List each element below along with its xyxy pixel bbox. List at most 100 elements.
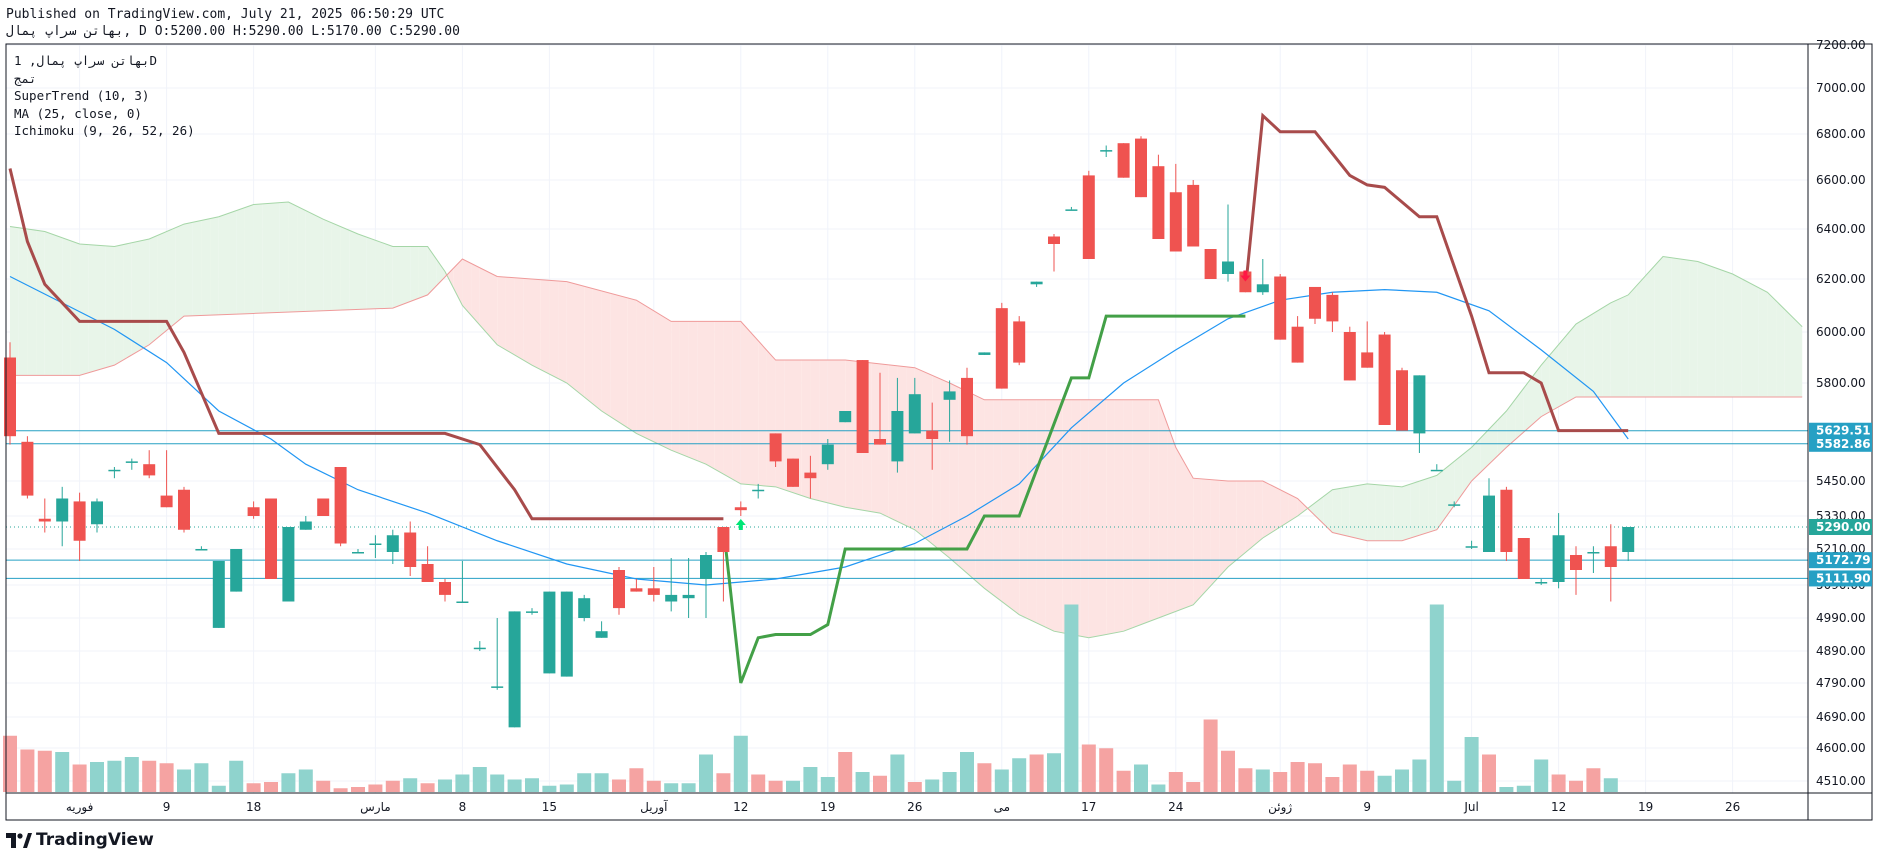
cloud-segment [1149, 399, 1159, 622]
legend-symbol[interactable]: بهاتن سراپ پمال, 1D [14, 53, 157, 68]
time-tick-label: می [994, 800, 1010, 814]
candle-body [178, 489, 190, 530]
cloud-segment [1262, 481, 1272, 538]
cloud-segment [149, 235, 158, 345]
cloud-segment [271, 202, 280, 313]
cloud-segment [923, 371, 933, 544]
volume-bar [1447, 780, 1462, 792]
cloud-segment [1671, 257, 1681, 397]
tradingview-logo[interactable]: TradingView [6, 830, 154, 850]
cloud-segment [1219, 480, 1228, 576]
cloud-segment [210, 216, 219, 316]
cloud-segment [114, 244, 124, 366]
cloud-segment [514, 277, 524, 361]
candle-body [1135, 138, 1147, 198]
price-tag-label: 5290.00 [1816, 520, 1871, 534]
volume-bar [960, 752, 974, 792]
cloud-segment [1610, 298, 1620, 397]
cloud-segment [445, 267, 454, 289]
cloud-segment [914, 367, 924, 537]
time-axis: فوریه 9 18 مارس 8 15 آوریل 12 19 26 می 17 24 ژوئن 9 Jul… [66, 799, 1740, 815]
cloud-segment [192, 220, 202, 316]
volume-bar [1603, 778, 1618, 792]
legend-indicator-ma[interactable]: MA (25, close, 0) [14, 105, 142, 121]
volume-bar [1569, 780, 1583, 792]
price-tick-label: 6400.00 [1816, 222, 1866, 236]
ohlc-line: بهاتن سراپ پمال, D O:5200.00 H:5290.00 L… [6, 24, 460, 39]
cloud-segment [1280, 489, 1289, 527]
cloud-segment [1584, 313, 1594, 397]
candle-body [439, 582, 451, 595]
cloud-segment [236, 207, 245, 315]
cloud-segment [1706, 264, 1716, 397]
cloud-segment [1106, 399, 1115, 635]
price-chart[interactable]: 4510.00 4600.00 4690.00 4790.00 4890.00 4990.… [0, 0, 1878, 828]
cloud-segment [1114, 399, 1124, 633]
cloud-segment [105, 245, 115, 368]
cloud-segment [775, 360, 785, 490]
candle-body [647, 588, 660, 595]
volume-bar [1516, 785, 1531, 792]
cloud-segment [1454, 454, 1463, 506]
cloud-segment [166, 227, 176, 331]
cloud-segment [1402, 483, 1411, 541]
cloud-segment [1097, 399, 1107, 637]
candle-body [682, 594, 695, 599]
legend-indicator-ichimoku[interactable]: Ichimoku (9, 26, 52, 26) [14, 123, 195, 138]
cloud-segment [1523, 375, 1533, 432]
cloud-segment [706, 321, 715, 470]
legend-exchange: تمج [14, 70, 37, 86]
candle-body [212, 561, 225, 628]
volume-bar [664, 783, 679, 792]
supertrend-down-1 [8, 168, 724, 521]
cloud-segment [1027, 399, 1037, 623]
price-tag-label: 5172.79 [1816, 553, 1871, 567]
cloud-segment [497, 276, 506, 350]
volume-bar [1377, 775, 1392, 792]
volume-bar [281, 773, 296, 792]
cloud-segment [1184, 462, 1194, 609]
cloud-segment [940, 379, 950, 558]
price-tick-label: 7200.00 [1816, 38, 1866, 52]
candle-body [543, 591, 556, 674]
cloud-segment [1750, 282, 1759, 397]
cloud-segment [723, 321, 733, 479]
candle-body [1552, 535, 1565, 582]
candle-body [125, 461, 138, 463]
volume-bar [420, 783, 435, 792]
cloud-segment [401, 246, 411, 305]
candle-body [1256, 284, 1269, 293]
candle-body [734, 507, 747, 511]
candle-body [839, 411, 852, 423]
candle-body [1448, 504, 1461, 506]
candle-body [1326, 294, 1339, 322]
volume-bar [1116, 770, 1131, 792]
candle-body [526, 611, 538, 613]
cloud-segment [662, 316, 672, 451]
cloud-segment [697, 321, 706, 465]
cloud-segment [1680, 259, 1690, 397]
volume-bar [559, 784, 574, 792]
candle-body [247, 507, 260, 516]
candle-body [630, 588, 643, 592]
cloud-segment [523, 278, 532, 366]
cloud-segment [97, 245, 106, 371]
candle-body [752, 489, 765, 492]
candle-body [230, 549, 243, 592]
volume-bar [1029, 754, 1044, 792]
supertrend-down-2 [1243, 112, 1629, 433]
candle-body [1100, 150, 1113, 152]
buy-arrow-icon [735, 519, 746, 530]
candle-body [804, 472, 817, 479]
volume-bar [733, 735, 748, 792]
candle-body [908, 394, 921, 434]
chart-legend: بهاتن سراپ پمال, 1D تمج SuperTrend (10, … [14, 52, 195, 140]
candle-body [1483, 495, 1495, 552]
volume-bar [1551, 774, 1566, 792]
candle-body [978, 352, 991, 355]
candle-body [73, 501, 86, 541]
volume-bar [1342, 764, 1357, 792]
legend-indicator-supertrend[interactable]: SuperTrend (10, 3) [14, 88, 150, 103]
candle-body [1187, 184, 1200, 247]
price-tick-label: 5450.00 [1816, 474, 1866, 488]
